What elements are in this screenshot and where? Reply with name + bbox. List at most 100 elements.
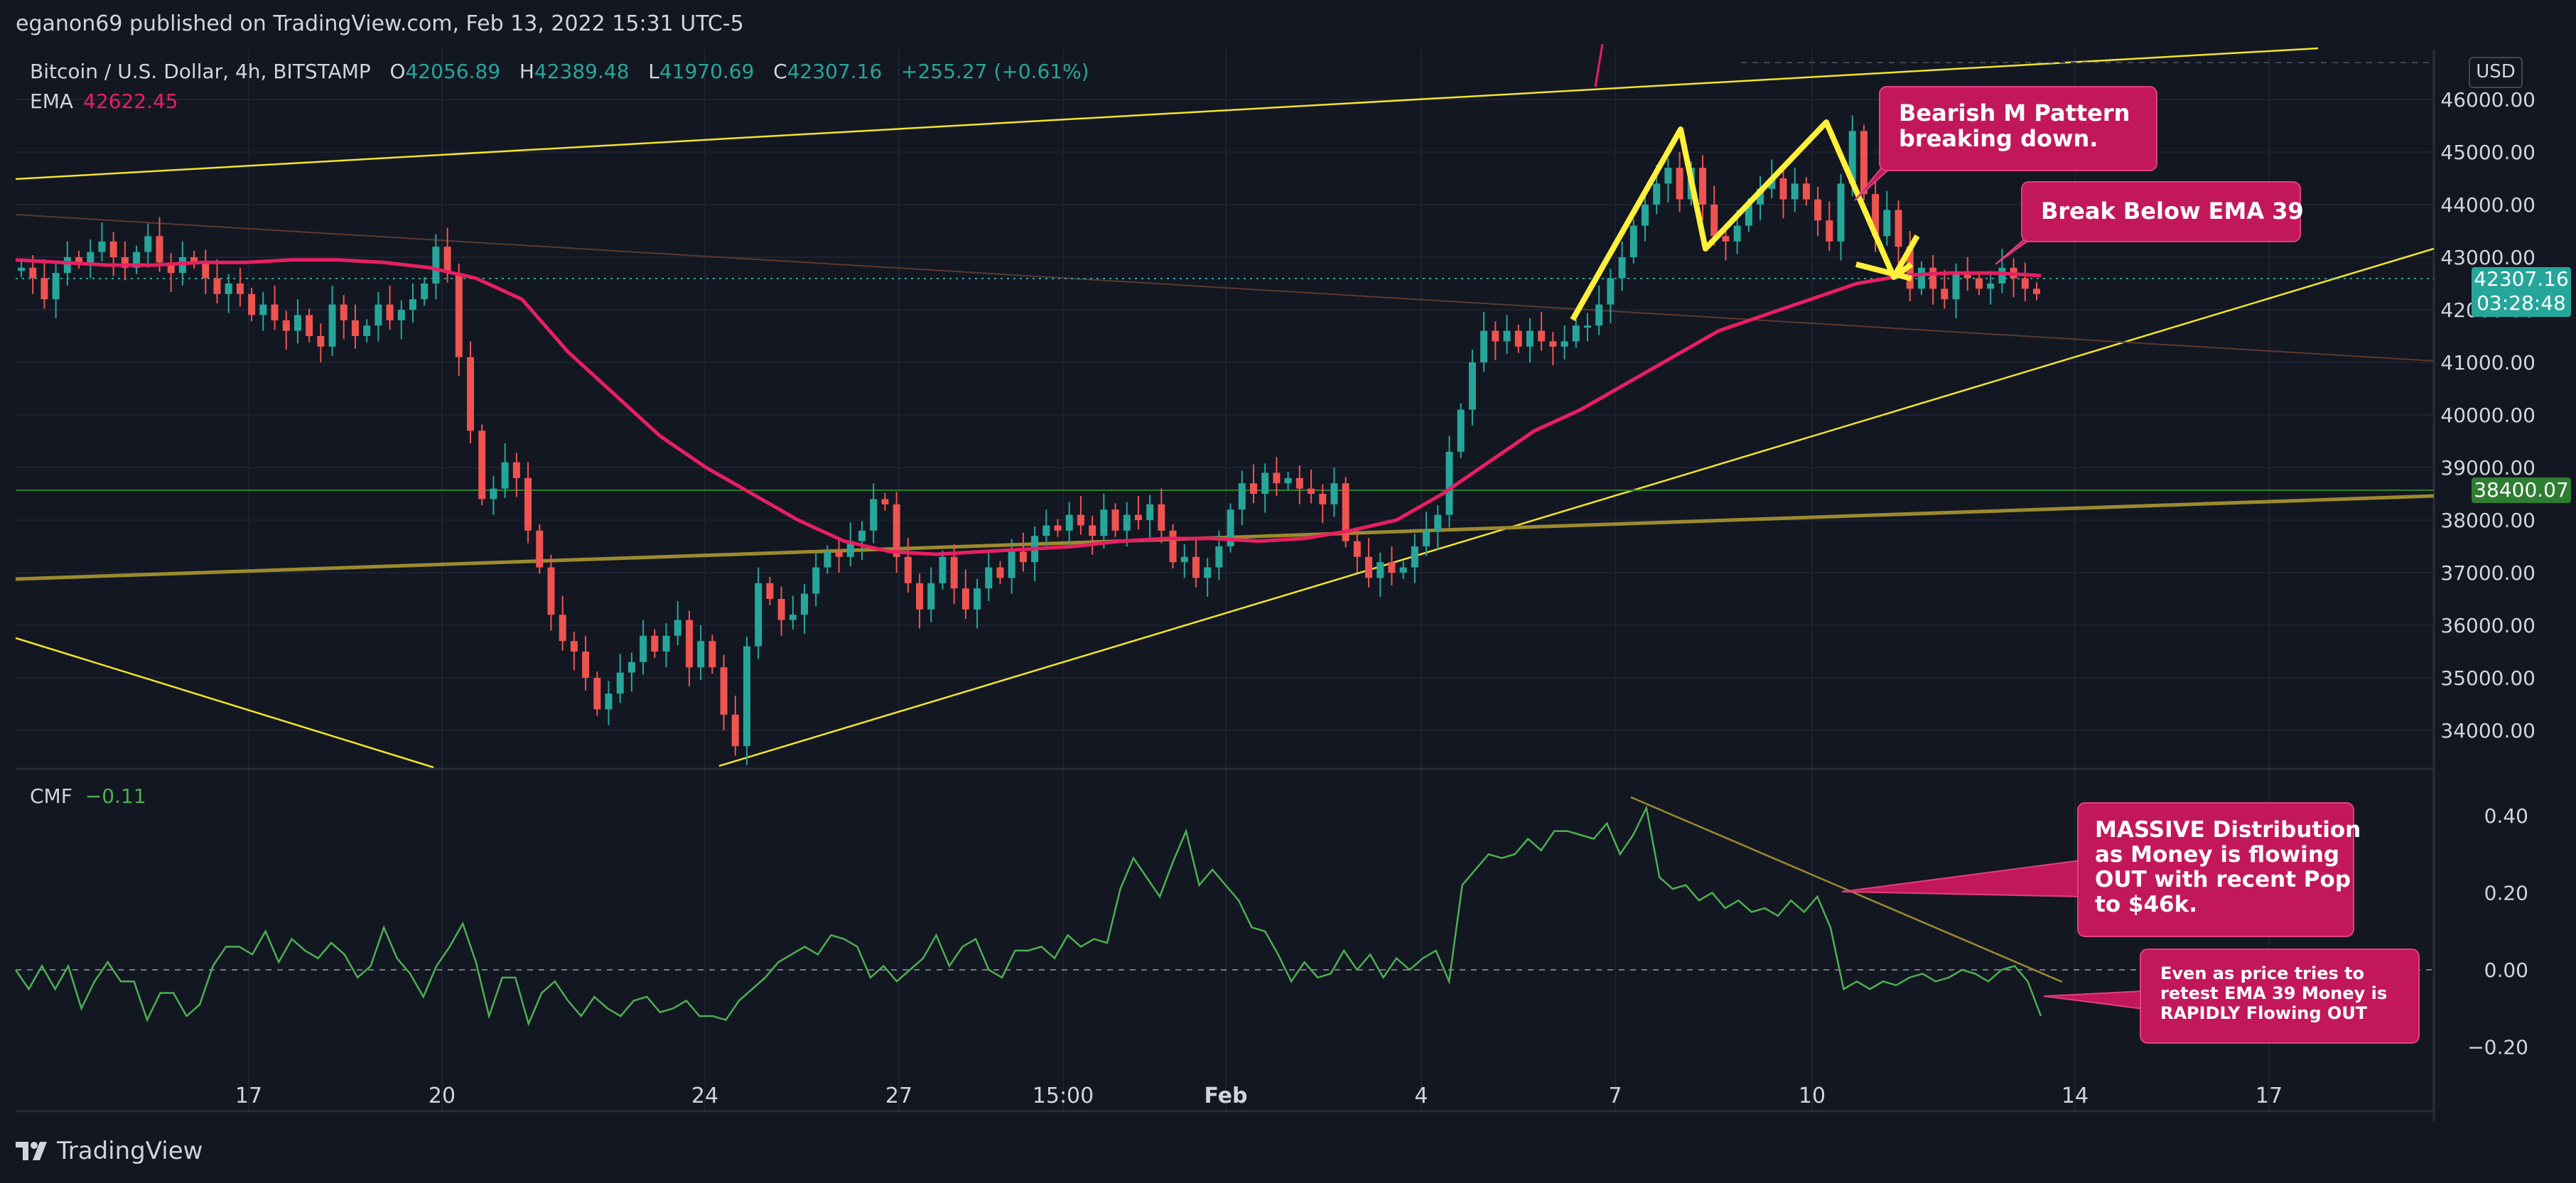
- candle-body-100: [1169, 530, 1177, 563]
- candle-86: [1008, 539, 1015, 594]
- candle-body-52: [616, 672, 624, 694]
- candle-body-140: [1629, 225, 1637, 257]
- candle-body-122: [1423, 530, 1430, 546]
- candle-151: [1757, 176, 1764, 221]
- open-value: 42056.89: [405, 60, 501, 83]
- candle-109: [1273, 457, 1281, 496]
- candle-body-69: [812, 567, 820, 594]
- candle-body-17: [213, 278, 221, 294]
- candle-36: [432, 234, 440, 300]
- candle-24: [293, 299, 301, 344]
- candle-body-4: [63, 257, 71, 274]
- candle-85: [996, 561, 1004, 585]
- ema-legend[interactable]: EMA 42622.45: [30, 90, 178, 113]
- last-price-value: 42307.16: [2474, 267, 2569, 291]
- time-tick-10: 17: [2256, 1084, 2283, 1108]
- price-tick-2: 36000.00: [2440, 614, 2535, 637]
- candle-106: [1238, 470, 1246, 526]
- callout-box-1: [2021, 181, 2301, 242]
- candle-68: [800, 584, 808, 634]
- cmf-layer: [14, 796, 2434, 1027]
- candle-20: [248, 287, 256, 322]
- candle-84: [985, 551, 993, 601]
- candle-body-152: [1768, 178, 1776, 189]
- candle-38: [455, 263, 463, 377]
- candle-body-98: [1146, 504, 1154, 520]
- m-pattern-tail: [1855, 261, 1912, 281]
- candle-body-70: [824, 551, 831, 568]
- candle-body-135: [1572, 325, 1580, 342]
- candle-52: [616, 653, 624, 703]
- drawing-layer: [15, 43, 2435, 769]
- candle-body-27: [328, 304, 336, 347]
- callout-box-0: [1879, 86, 2157, 171]
- candle-47: [559, 595, 566, 651]
- candle-body-143: [1664, 168, 1672, 184]
- candle-154: [1791, 168, 1799, 212]
- candle-body-172: [1998, 267, 2006, 283]
- candle-102: [1192, 538, 1200, 588]
- candle-112: [1308, 469, 1315, 504]
- candle-40: [478, 424, 486, 506]
- candle-7: [98, 222, 106, 261]
- candle-body-41: [490, 488, 497, 499]
- candle-5: [75, 251, 83, 269]
- level-price-tag: 38400.07: [2472, 477, 2571, 503]
- candle-body-55: [651, 635, 659, 652]
- candle-160: [1860, 124, 1868, 201]
- candle-body-29: [351, 320, 359, 336]
- candle-body-110: [1284, 477, 1292, 484]
- tradingview-logo[interactable]: TradingView: [16, 1137, 203, 1165]
- candle-body-10: [133, 252, 141, 268]
- candle-body-68: [800, 593, 808, 615]
- candle-51: [605, 681, 613, 725]
- candle-body-22: [271, 304, 279, 320]
- candle-29: [351, 304, 359, 349]
- candle-body-103: [1204, 567, 1212, 578]
- candle-body-2: [41, 278, 48, 300]
- price-tick-4: 38000.00: [2440, 509, 2535, 532]
- candle-172: [1998, 249, 2006, 293]
- rising-support-trendline: [718, 247, 2435, 767]
- candle-77: [904, 538, 912, 593]
- candle-body-96: [1123, 514, 1131, 531]
- candle-body-36: [432, 247, 440, 283]
- candle-body-54: [640, 635, 647, 662]
- candle-11: [144, 223, 152, 268]
- candle-155: [1802, 177, 1810, 206]
- candle-41: [490, 475, 497, 515]
- candle-157: [1826, 201, 1833, 252]
- candle-body-42: [501, 462, 509, 489]
- currency-button[interactable]: USD: [2469, 57, 2523, 88]
- candle-body-149: [1733, 225, 1741, 242]
- price-tick-12: 46000.00: [2440, 88, 2535, 112]
- candle-27: [328, 285, 336, 357]
- candle-42: [501, 443, 509, 498]
- candle-134: [1561, 325, 1568, 360]
- callout-text-3-2: RAPIDLY Flowing OUT: [2160, 1003, 2368, 1023]
- last-price-tag: 42307.16 03:28:48: [2472, 267, 2571, 317]
- candle-33: [397, 300, 405, 340]
- candle-19: [236, 267, 244, 307]
- candle-body-131: [1526, 330, 1534, 347]
- candle-body-126: [1468, 362, 1476, 410]
- candle-body-139: [1618, 257, 1626, 279]
- candle-body-76: [893, 504, 900, 557]
- candle-body-67: [789, 615, 797, 620]
- candle-body-19: [236, 283, 244, 294]
- candle-79: [927, 567, 935, 622]
- candle-body-80: [939, 556, 947, 583]
- candle-69: [812, 551, 820, 607]
- candle-body-151: [1757, 188, 1764, 205]
- candle-body-13: [167, 262, 175, 274]
- candle-body-101: [1180, 556, 1188, 563]
- cmf-legend[interactable]: CMF −0.11: [30, 784, 146, 808]
- candle-body-56: [662, 635, 670, 652]
- candle-body-33: [397, 310, 405, 320]
- candle-body-72: [846, 541, 854, 557]
- candle-83: [974, 578, 981, 629]
- candle-body-35: [421, 283, 429, 300]
- candle-body-90: [1054, 525, 1062, 531]
